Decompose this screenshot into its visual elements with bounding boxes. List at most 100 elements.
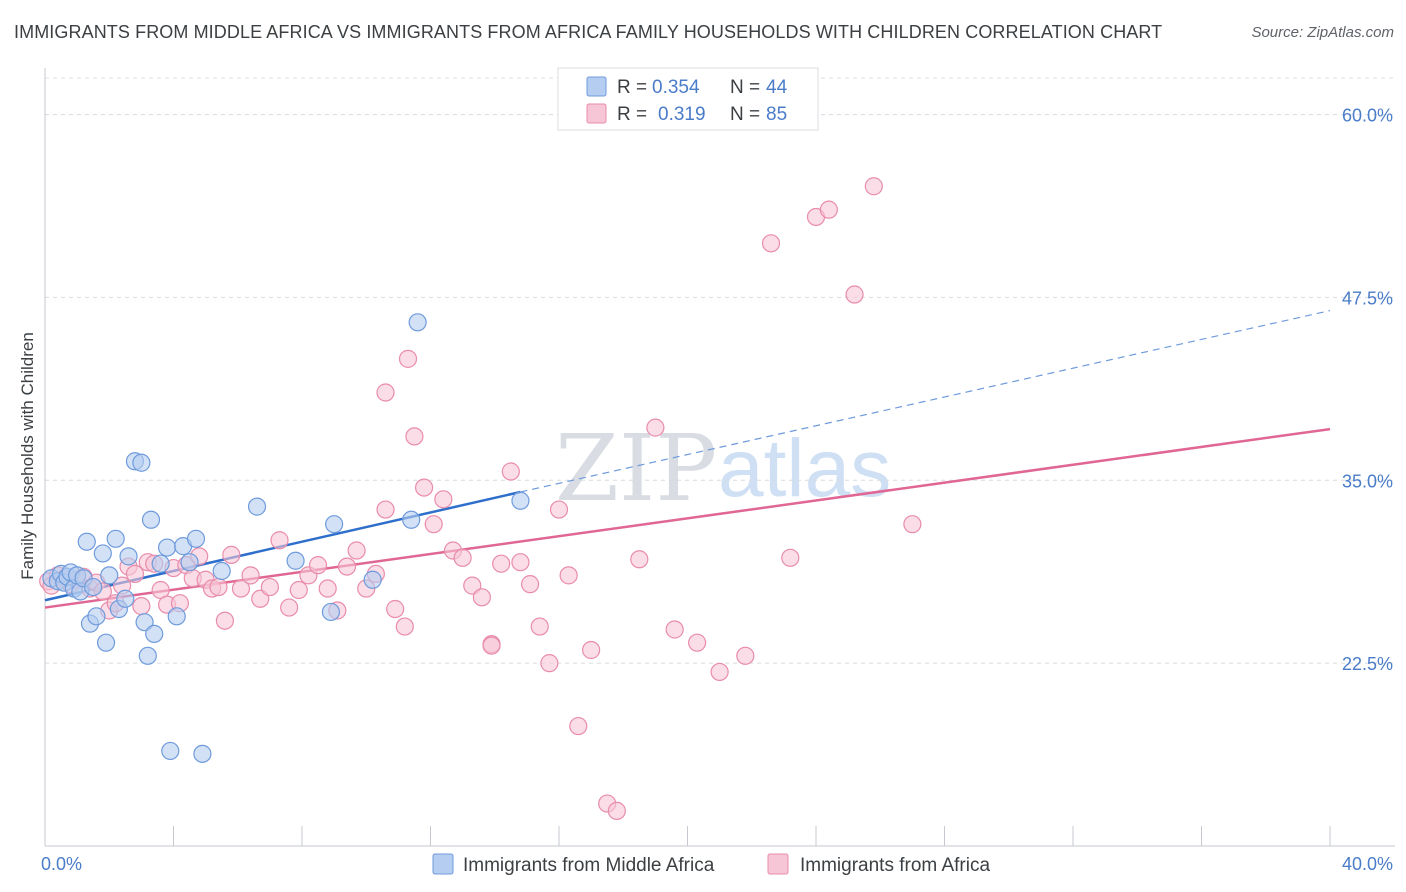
point-africa — [251, 589, 270, 608]
legend-r-value-1: 0.354 — [652, 77, 700, 98]
series-legend-label-blue: Immigrants from Middle Africa — [463, 855, 715, 876]
point-africa — [463, 576, 482, 595]
point-middle-africa — [116, 589, 135, 608]
point-africa — [231, 579, 251, 598]
series-legend-label-pink: Immigrants from Africa — [800, 855, 990, 876]
point-africa — [607, 801, 626, 820]
trendline-middle-africa-extension — [520, 310, 1331, 493]
point-middle-africa — [100, 566, 119, 585]
point-middle-africa — [167, 607, 186, 626]
point-africa — [222, 545, 241, 564]
watermark-zip: ZIP — [555, 415, 717, 522]
point-middle-africa — [180, 553, 199, 572]
point-middle-africa — [161, 741, 180, 761]
point-middle-africa — [186, 529, 206, 548]
point-africa — [347, 541, 366, 560]
point-middle-africa — [363, 570, 382, 589]
point-africa — [549, 500, 569, 519]
point-africa — [241, 566, 260, 585]
point-africa — [501, 462, 520, 481]
point-africa — [845, 285, 864, 304]
point-middle-africa — [77, 532, 96, 551]
point-africa — [376, 383, 395, 402]
point-middle-africa — [511, 491, 530, 510]
x-tick-label-end: 40.0% — [1342, 854, 1393, 874]
y-tick-label: 35.0% — [1342, 471, 1393, 491]
point-africa — [761, 234, 781, 253]
point-africa — [414, 478, 434, 497]
point-middle-africa — [106, 529, 125, 548]
point-africa — [582, 640, 601, 660]
point-africa — [569, 716, 588, 736]
point-africa — [492, 554, 511, 573]
y-tick-labels: 22.5% 35.0% 47.5% 60.0% — [1342, 106, 1393, 675]
point-africa — [511, 553, 530, 572]
point-africa — [318, 579, 337, 598]
point-africa — [540, 654, 559, 673]
point-africa — [736, 646, 755, 665]
series-legend-swatch-pink — [767, 853, 789, 875]
point-africa — [520, 575, 540, 594]
point-africa — [215, 611, 234, 630]
point-africa — [559, 566, 578, 585]
point-africa — [337, 557, 357, 576]
point-africa — [781, 548, 800, 567]
legend-r-label-1: R = — [617, 77, 647, 98]
point-africa — [280, 598, 299, 617]
point-africa — [209, 577, 228, 597]
point-africa — [903, 515, 922, 534]
y-axis-title: Family Households with Children — [18, 332, 37, 580]
point-africa — [434, 490, 453, 509]
point-africa — [386, 599, 405, 619]
legend-n-label-2: N = — [730, 104, 760, 125]
legend-n-value-2: 85 — [766, 104, 787, 125]
point-middle-africa — [212, 561, 231, 581]
point-middle-africa — [132, 453, 151, 472]
point-middle-africa — [93, 544, 112, 563]
point-middle-africa — [119, 547, 138, 566]
point-middle-africa — [193, 744, 212, 763]
point-africa — [710, 662, 729, 682]
point-africa — [630, 550, 649, 569]
point-middle-africa — [84, 577, 103, 597]
point-africa — [125, 564, 145, 584]
source-label: Source: ZipAtlas.com — [1251, 24, 1394, 41]
point-africa — [453, 548, 472, 567]
watermark-atlas: atlas — [718, 423, 891, 514]
watermark: ZIP atlas — [555, 415, 891, 522]
point-middle-africa — [87, 607, 106, 626]
legend-n-value-1: 44 — [766, 77, 788, 98]
series-legend: Immigrants from Middle Africa Immigrants… — [432, 853, 990, 876]
point-middle-africa — [141, 510, 161, 529]
point-africa — [688, 633, 707, 652]
point-middle-africa — [157, 538, 177, 557]
series-legend-swatch-blue — [432, 853, 454, 875]
legend-n-label-1: N = — [730, 77, 760, 98]
y-tick-label: 22.5% — [1342, 654, 1393, 674]
point-africa — [819, 200, 838, 219]
point-middle-africa — [402, 510, 421, 529]
stats-legend: R = 0.354 N = 44 R = 0.319 N = 85 — [557, 67, 819, 131]
y-tick-label: 47.5% — [1342, 288, 1393, 308]
point-middle-africa — [286, 551, 305, 570]
axes — [44, 68, 1395, 847]
point-middle-africa — [96, 633, 116, 652]
chart-title: IMMIGRANTS FROM MIDDLE AFRICA VS IMMIGRA… — [14, 22, 1163, 42]
point-africa — [405, 427, 424, 446]
point-middle-africa — [151, 554, 170, 573]
point-africa — [424, 515, 443, 534]
point-middle-africa — [321, 602, 341, 622]
legend-r-value-2: 0.319 — [658, 104, 706, 125]
point-middle-africa — [138, 646, 157, 665]
point-africa — [864, 177, 883, 196]
point-africa — [665, 620, 684, 639]
point-middle-africa — [135, 613, 154, 632]
point-middle-africa — [325, 515, 344, 534]
point-middle-africa — [408, 313, 427, 332]
data-points — [39, 177, 922, 820]
point-africa — [646, 418, 665, 437]
point-middle-africa — [247, 497, 267, 516]
point-middle-africa — [145, 624, 164, 643]
point-africa — [398, 349, 418, 368]
